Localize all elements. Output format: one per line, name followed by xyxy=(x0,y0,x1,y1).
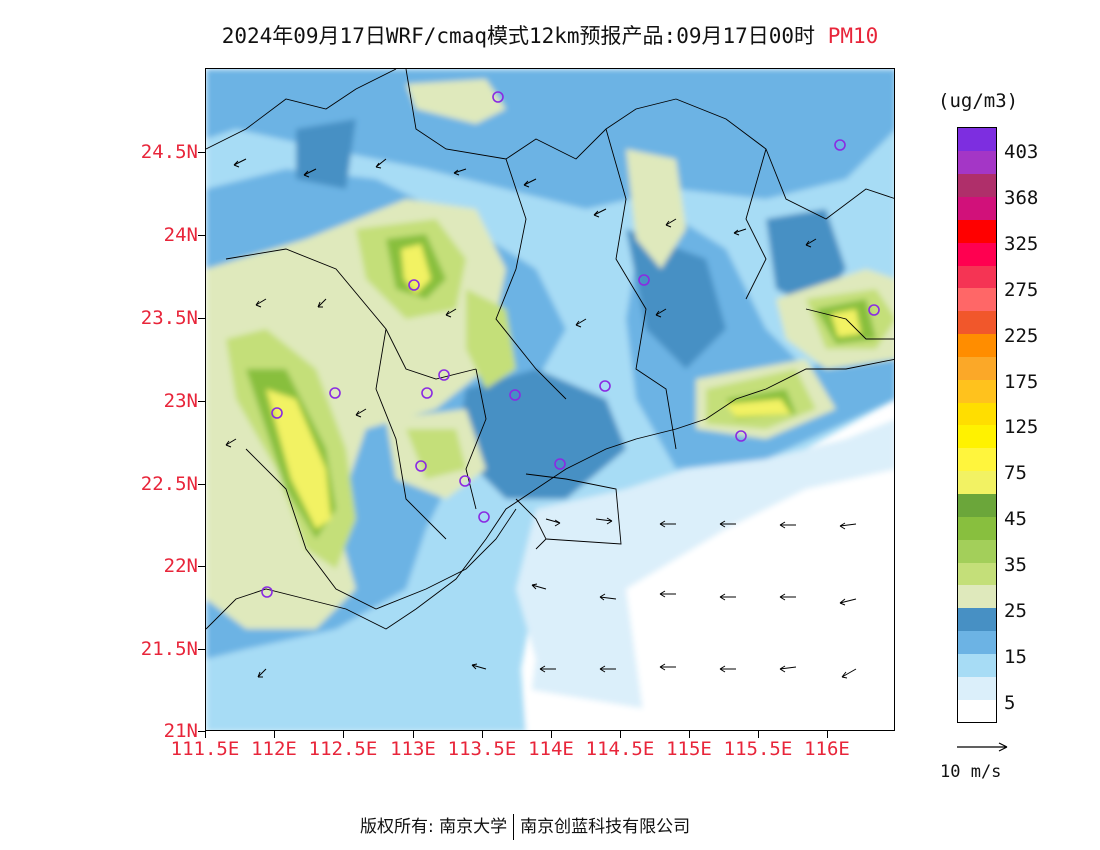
map-title: 2024年09月17日WRF/cmaq模式12km预报产品:09月17日00时 … xyxy=(221,24,879,48)
lat-label: 22.5N xyxy=(140,473,198,495)
colorbar-swatch xyxy=(958,173,996,198)
lon-tick xyxy=(482,731,483,738)
lon-label: 111.5E xyxy=(170,738,240,760)
colorbar-swatch xyxy=(958,402,996,426)
wind-reference-label: 10 m/s xyxy=(940,762,1002,782)
colorbar-swatch xyxy=(958,539,996,563)
colorbar-label: 368 xyxy=(1004,187,1039,209)
footer-divider xyxy=(513,814,515,840)
wind-reference-arrow xyxy=(957,742,1008,752)
colorbar-label: 275 xyxy=(1004,279,1039,301)
colorbar-swatch xyxy=(958,425,996,449)
lat-tick xyxy=(198,401,205,402)
colorbar-label: 35 xyxy=(1004,554,1027,576)
colorbar-label: 325 xyxy=(1004,233,1039,255)
lon-label: 112.5E xyxy=(308,738,378,760)
lat-label: 23.5N xyxy=(140,307,198,329)
lon-label: 116E xyxy=(804,738,850,760)
colorbar-swatch xyxy=(958,196,996,220)
colorbar-swatch xyxy=(958,150,996,175)
lat-label: 23N xyxy=(163,390,198,412)
lat-tick xyxy=(198,484,205,485)
copyright-label: 版权所有: xyxy=(360,817,434,837)
lon-label: 114E xyxy=(528,738,574,760)
pm10-map xyxy=(205,68,895,731)
colorbar-label: 45 xyxy=(1004,508,1027,530)
wind-vectors xyxy=(225,158,857,679)
colorbar-swatch xyxy=(958,310,996,335)
colorbar-unit: (ug/m3) xyxy=(938,90,1019,112)
lon-tick xyxy=(620,731,621,738)
colorbar-swatch xyxy=(958,128,996,152)
colorbar-swatch xyxy=(958,699,996,723)
lat-tick xyxy=(198,152,205,153)
colorbar-swatch xyxy=(958,333,996,357)
station-markers xyxy=(261,91,880,598)
lon-label: 114.5E xyxy=(585,738,655,760)
org-nanjing-university: 南京大学 xyxy=(439,817,508,837)
colorbar-swatch xyxy=(958,493,996,517)
lon-tick xyxy=(413,731,414,738)
colorbar-swatch xyxy=(958,447,996,472)
lon-label: 115.5E xyxy=(723,738,793,760)
colorbar-swatch xyxy=(958,265,996,289)
lat-label: 21N xyxy=(163,720,198,742)
colorbar-swatch xyxy=(958,676,996,700)
lat-tick xyxy=(198,566,205,567)
lon-tick xyxy=(205,731,206,738)
copyright-footer: 版权所有: 南京大学 南京创蓝科技有限公司 xyxy=(360,812,690,840)
colorbar-swatch xyxy=(958,470,996,495)
colorbar-label: 75 xyxy=(1004,462,1027,484)
lon-tick xyxy=(689,731,690,738)
map-canvas xyxy=(206,69,894,730)
lon-label: 115E xyxy=(666,738,712,760)
colorbar-swatch xyxy=(958,242,996,266)
colorbar-swatch xyxy=(958,607,996,632)
lat-label: 22N xyxy=(163,555,198,577)
colorbar-swatch xyxy=(958,516,996,540)
lon-tick xyxy=(758,731,759,738)
colorbar-label: 25 xyxy=(1004,600,1027,622)
colorbar-label: 125 xyxy=(1004,416,1039,438)
colorbar-label: 15 xyxy=(1004,646,1027,668)
lat-label: 24.5N xyxy=(140,141,198,163)
lat-label: 24N xyxy=(163,224,198,246)
lon-tick xyxy=(551,731,552,738)
lon-label: 113E xyxy=(390,738,436,760)
colorbar-swatch xyxy=(958,584,996,609)
colorbar-swatch xyxy=(958,630,996,654)
lon-tick xyxy=(343,731,344,738)
lat-tick xyxy=(198,235,205,236)
colorbar-swatch xyxy=(958,379,996,403)
lat-tick xyxy=(198,731,205,732)
colorbar-swatch xyxy=(958,287,996,312)
colorbar-swatch xyxy=(958,219,996,243)
colorbar-label: 5 xyxy=(1004,692,1016,714)
colorbar-swatch xyxy=(958,562,996,586)
colorbar-swatch xyxy=(958,653,996,677)
lon-tick xyxy=(827,731,828,738)
admin-boundaries xyxy=(206,69,894,630)
concentration-field xyxy=(206,69,894,730)
lat-label: 21.5N xyxy=(140,638,198,660)
colorbar-swatch xyxy=(958,356,996,380)
org-chuanglan: 南京创蓝科技有限公司 xyxy=(520,817,691,837)
lon-label: 112E xyxy=(251,738,297,760)
lat-tick xyxy=(198,649,205,650)
colorbar-label: 403 xyxy=(1004,141,1039,163)
colorbar xyxy=(957,127,997,723)
lat-tick xyxy=(198,318,205,319)
lon-tick xyxy=(274,731,275,738)
colorbar-label: 225 xyxy=(1004,325,1039,347)
variable-label: PM10 xyxy=(827,24,879,48)
colorbar-label: 175 xyxy=(1004,371,1039,393)
lon-label: 113.5E xyxy=(447,738,517,760)
